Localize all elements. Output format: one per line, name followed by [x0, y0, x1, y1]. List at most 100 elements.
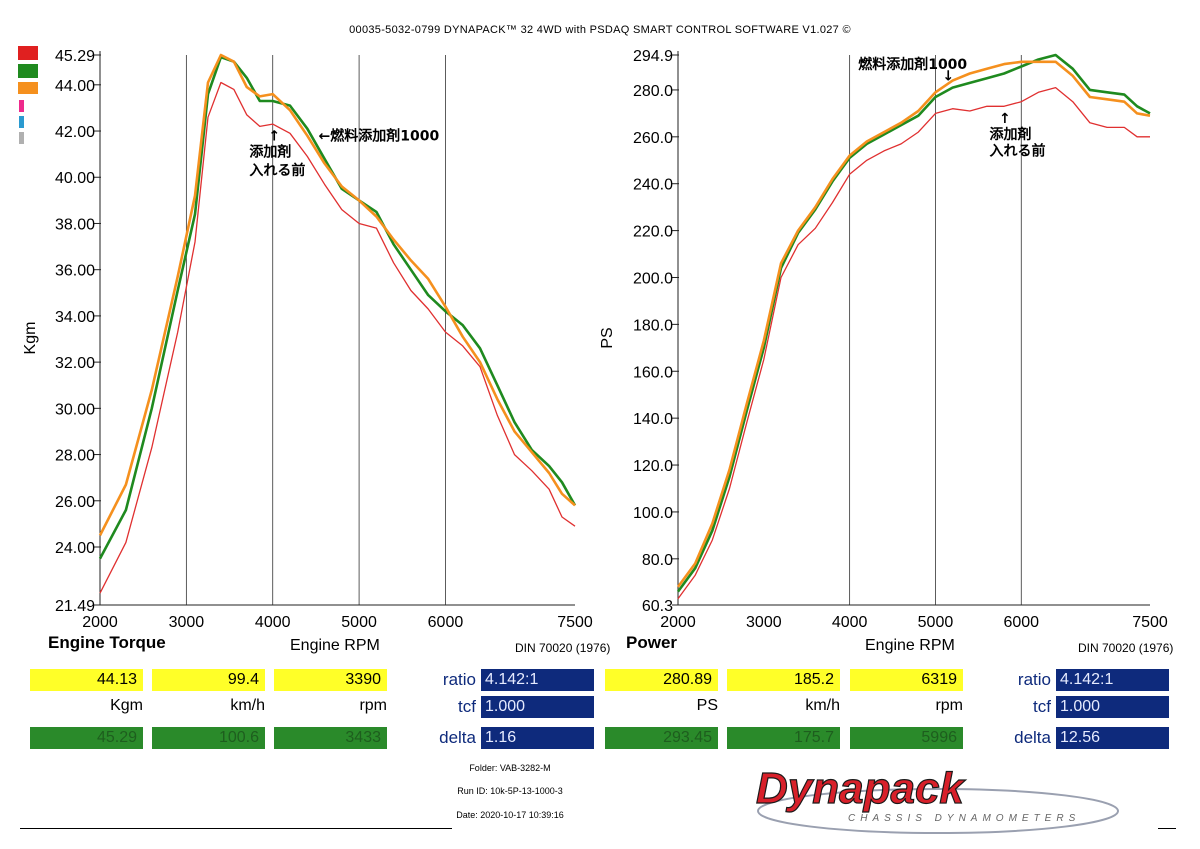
rpm-unit-right: rpm [935, 697, 963, 714]
ratio-label-left: ratio [442, 670, 476, 689]
tcf-label-left: tcf [458, 697, 476, 716]
swatch-blue[interactable] [19, 116, 24, 128]
c0-ytick-label-10: 26.00 [55, 494, 95, 511]
c0-series-line-2 [98, 53, 576, 536]
rpm-max-value-right: 5996 [850, 727, 963, 749]
report-header: 00035-5032-0799 DYNAPACK™ 32 4WD with PS… [349, 24, 851, 36]
c1-xtick-label-2: 4000 [832, 614, 868, 631]
speed-max-value: 100.6 [152, 727, 265, 749]
c0-ytick-label-5: 36.00 [55, 263, 95, 280]
date-info: Date: 2020-10-17 10:39:16 [456, 810, 564, 820]
speed-unit: km/h [230, 697, 265, 714]
c0-ytick-label-1: 44.00 [55, 78, 95, 95]
power-unit: PS [696, 697, 718, 714]
c1-series-line-0 [677, 86, 1150, 600]
rpm-unit: rpm [359, 697, 387, 714]
c1-ytick-label-8: 140.0 [633, 411, 673, 428]
logo-brand: Dynapack [756, 764, 966, 813]
c0-annotation-2: 入れる前 [249, 162, 305, 179]
c1-xtick-label-1: 3000 [746, 614, 782, 631]
c1-ytick-label-6: 180.0 [633, 317, 673, 334]
ratio-value-left: 4.142:1 [481, 669, 594, 691]
c0-ytick-label-6: 34.00 [55, 309, 95, 326]
c0-ytick-label-11: 24.00 [55, 540, 95, 557]
c1-ytick-label-10: 100.0 [633, 505, 673, 522]
c1-annotation-2: ↑ [999, 111, 1011, 127]
c0-ytick-label-0: 45.29 [55, 48, 95, 65]
c1-series-line-1 [676, 53, 1151, 593]
c0-xtick-label-4: 6000 [428, 614, 464, 631]
torque-max-value: 45.29 [30, 727, 143, 749]
rpm-max-value: 3433 [274, 727, 387, 749]
c0-ytick-label-12: 21.49 [55, 598, 95, 615]
dynapack-logo: Dynapack CHASSIS DYNAMOMETERS [755, 763, 1119, 834]
c0-y-axis-label: Kgm [22, 322, 39, 355]
speed-value: 99.4 [152, 669, 265, 691]
delta-label-right: delta [1014, 728, 1051, 747]
c0-series-line-1 [98, 55, 577, 560]
c1-ytick-label-3: 240.0 [633, 177, 673, 194]
c0-annotation-0: ↑ [268, 128, 280, 144]
c0-ytick-label-4: 38.00 [55, 216, 95, 233]
run-id-info: Run ID: 10k-5P-13-1000-3 [457, 786, 563, 796]
c1-ytick-label-12: 60.3 [642, 598, 673, 615]
c0-series-line-0 [99, 81, 576, 594]
delta-label-left: delta [439, 728, 476, 747]
c1-annotation-3: 添加剤 [990, 126, 1032, 143]
ratio-value-right: 4.142:1 [1056, 669, 1169, 691]
c0-annotation-1: 添加剤 [249, 143, 291, 160]
c1-standard-label: DIN 70020 (1976) [1078, 641, 1173, 655]
c1-ytick-label-1: 280.0 [633, 83, 673, 100]
c0-annotation-3: ←燃料添加剤1000 [319, 127, 440, 144]
power-value: 280.89 [605, 669, 718, 691]
delta-value-left: 1.16 [481, 727, 594, 749]
c0-ytick-label-7: 32.00 [55, 355, 95, 372]
c0-chart-title: Engine Torque [48, 633, 166, 652]
c1-ytick-label-7: 160.0 [633, 364, 673, 381]
ratio-label-right: ratio [1017, 670, 1051, 689]
swatch-orange[interactable] [18, 82, 38, 94]
c1-xtick-label-3: 5000 [918, 614, 954, 631]
c0-xtick-label-1: 3000 [169, 614, 205, 631]
c1-series-line-2 [676, 60, 1151, 588]
c0-standard-label: DIN 70020 (1976) [515, 641, 610, 655]
c0-ytick-label-2: 42.00 [55, 124, 95, 141]
torque-value: 44.13 [30, 669, 143, 691]
c1-annotation-1: ↓ [942, 69, 954, 85]
c1-annotation-4: 入れる前 [990, 143, 1046, 160]
folder-info: Folder: VAB-3282-M [469, 763, 551, 773]
swatch-pink[interactable] [19, 100, 24, 112]
footer-rule-left [20, 828, 452, 829]
c1-ytick-label-0: 294.9 [633, 48, 673, 65]
logo-tagline: CHASSIS DYNAMOMETERS [848, 813, 1080, 824]
c1-annotation-0: 燃料添加剤1000 [858, 56, 967, 73]
c0-xtick-label-0: 2000 [82, 614, 118, 631]
c0-xtick-label-3: 5000 [341, 614, 377, 631]
swatch-green[interactable] [18, 64, 38, 78]
c1-xtick-label-4: 6000 [1003, 614, 1039, 631]
speed-max-value-right: 175.7 [727, 727, 840, 749]
c1-x-axis-label: Engine RPM [865, 637, 955, 654]
footer-rule-right [1158, 828, 1176, 829]
tcf-value-right: 1.000 [1056, 696, 1169, 718]
c1-xtick-label-0: 2000 [660, 614, 696, 631]
tcf-label-right: tcf [1033, 697, 1051, 716]
swatch-red[interactable] [18, 46, 38, 60]
c1-ytick-label-9: 120.0 [633, 458, 673, 475]
c1-xtick-label-5: 7500 [1132, 614, 1168, 631]
c0-ytick-label-8: 30.00 [55, 401, 95, 418]
c1-y-axis-label: PS [599, 327, 616, 348]
c0-xtick-label-5: 7500 [557, 614, 593, 631]
c0-ytick-label-3: 40.00 [55, 170, 95, 187]
power-max-value: 293.45 [605, 727, 718, 749]
logo-swoosh [757, 788, 1119, 834]
rpm-value: 3390 [274, 669, 387, 691]
tcf-value-left: 1.000 [481, 696, 594, 718]
swatch-gray[interactable] [19, 132, 24, 144]
torque-unit: Kgm [110, 697, 143, 714]
c1-ytick-label-2: 260.0 [633, 130, 673, 147]
c1-chart-title: Power [626, 633, 677, 652]
c0-xtick-label-2: 4000 [255, 614, 291, 631]
c1-ytick-label-5: 200.0 [633, 270, 673, 287]
